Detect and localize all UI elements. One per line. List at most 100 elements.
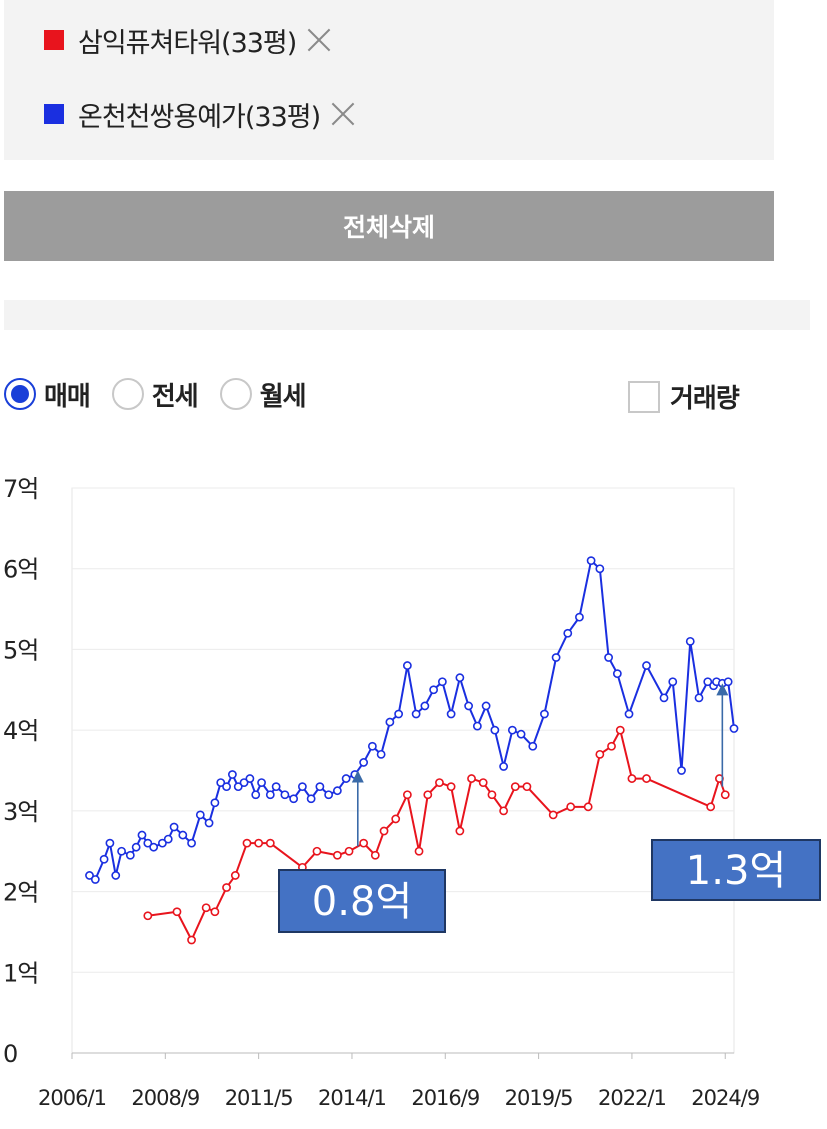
data-point [204,818,214,828]
delete-all-button[interactable]: 전체삭제 [4,191,774,261]
data-point [222,883,231,892]
data-point [729,724,739,733]
x-tick-label: 2019/5 [505,1086,573,1110]
close-icon[interactable] [330,101,356,127]
data-point [478,778,488,788]
data-point [446,709,456,719]
volume-checkbox[interactable] [628,380,660,413]
data-point [297,782,307,792]
x-tick-label: 2022/1 [598,1086,666,1110]
data-point [499,762,509,771]
y-tick-label: 7억 [3,475,38,503]
data-point [379,826,389,836]
trade-type-radio-group: 매매 전세 월세 [4,372,328,416]
data-point [341,774,351,783]
x-tick-label: 2008/9 [131,1086,199,1110]
data-point [604,653,613,662]
data-point [420,701,430,711]
data-point [455,826,465,836]
data-point [312,846,322,856]
data-point [659,693,669,703]
radio-label: 전세 [151,381,199,412]
data-point [528,741,538,751]
data-point [583,802,593,812]
data-point [575,612,584,622]
data-point [723,677,733,687]
radio-trade-sale[interactable]: 매매 [4,376,91,413]
price-line-chart: 0 1억 2억 3억 4억 5억 6억 7억 2006/1 2008/9 2011/5 2014/1 2… [3,475,821,1110]
data-point [105,838,115,848]
data-point [230,871,240,880]
y-tick-label: 2억 [3,879,38,907]
data-point [143,911,153,921]
data-point [195,810,205,820]
volume-toggle[interactable]: 거래량 [628,378,740,415]
data-point [607,741,616,751]
data-point [685,636,695,646]
data-point [370,850,380,860]
data-point [394,709,404,719]
data-point [187,935,196,945]
annotation-label: 1.3억 [686,848,786,894]
data-point [467,774,476,783]
radio-trade-monthly[interactable]: 월세 [219,376,307,413]
data-point [455,673,465,683]
data-point [271,782,281,792]
data-point [158,838,167,848]
data-point [315,782,325,792]
data-point [642,774,651,783]
data-point [391,814,401,824]
annotation-box [651,839,821,901]
data-point [149,842,159,852]
radio-checked-icon[interactable] [4,378,36,410]
data-point [446,782,456,792]
data-point [429,685,439,695]
data-point [131,842,141,852]
gap-arrow-head [351,770,364,783]
data-point [510,782,520,792]
data-point [111,871,121,880]
data-point [507,725,517,735]
data-point [516,729,526,739]
data-point [265,838,275,848]
close-icon[interactable] [306,27,332,53]
data-point [242,838,252,848]
x-tick-label: 2006/1 [38,1086,106,1110]
data-point [210,907,220,917]
volume-label: 거래량 [670,384,740,414]
data-point [694,693,704,703]
data-point [435,778,444,788]
y-tick-label: 3억 [3,798,38,826]
data-point [642,661,651,670]
data-point [376,749,386,759]
y-tick-label: 1억 [3,959,38,987]
data-point [499,806,509,816]
data-point [143,838,153,848]
data-point [289,794,299,804]
data-point [172,907,182,917]
radio-trade-jeonse[interactable]: 전세 [111,376,199,413]
data-point [222,782,231,792]
radio-label: 매매 [44,381,91,412]
data-point [254,838,264,848]
x-tick-label: 2014/1 [318,1086,386,1110]
data-point [414,846,424,856]
legend-item-ssangyong: 온천천쌍용예가(33평) [44,94,356,134]
data-point [627,774,637,783]
data-point [706,802,716,812]
data-point [487,790,497,800]
data-point [548,810,558,820]
radio-unchecked-icon[interactable] [111,378,144,410]
data-point [423,790,433,800]
data-point [720,790,730,800]
data-point [344,846,354,856]
legend-panel: 삼익퓨쳐타워(33평) 온천천쌍용예가(33평) [4,0,774,160]
data-point [216,778,226,788]
radio-unchecked-icon[interactable] [219,378,252,410]
legend-swatch-red [44,30,64,50]
data-point [233,782,243,792]
divider-bar [4,300,810,330]
y-tick-label: 0 [3,1040,17,1068]
data-point [677,766,686,775]
data-point [306,794,316,804]
